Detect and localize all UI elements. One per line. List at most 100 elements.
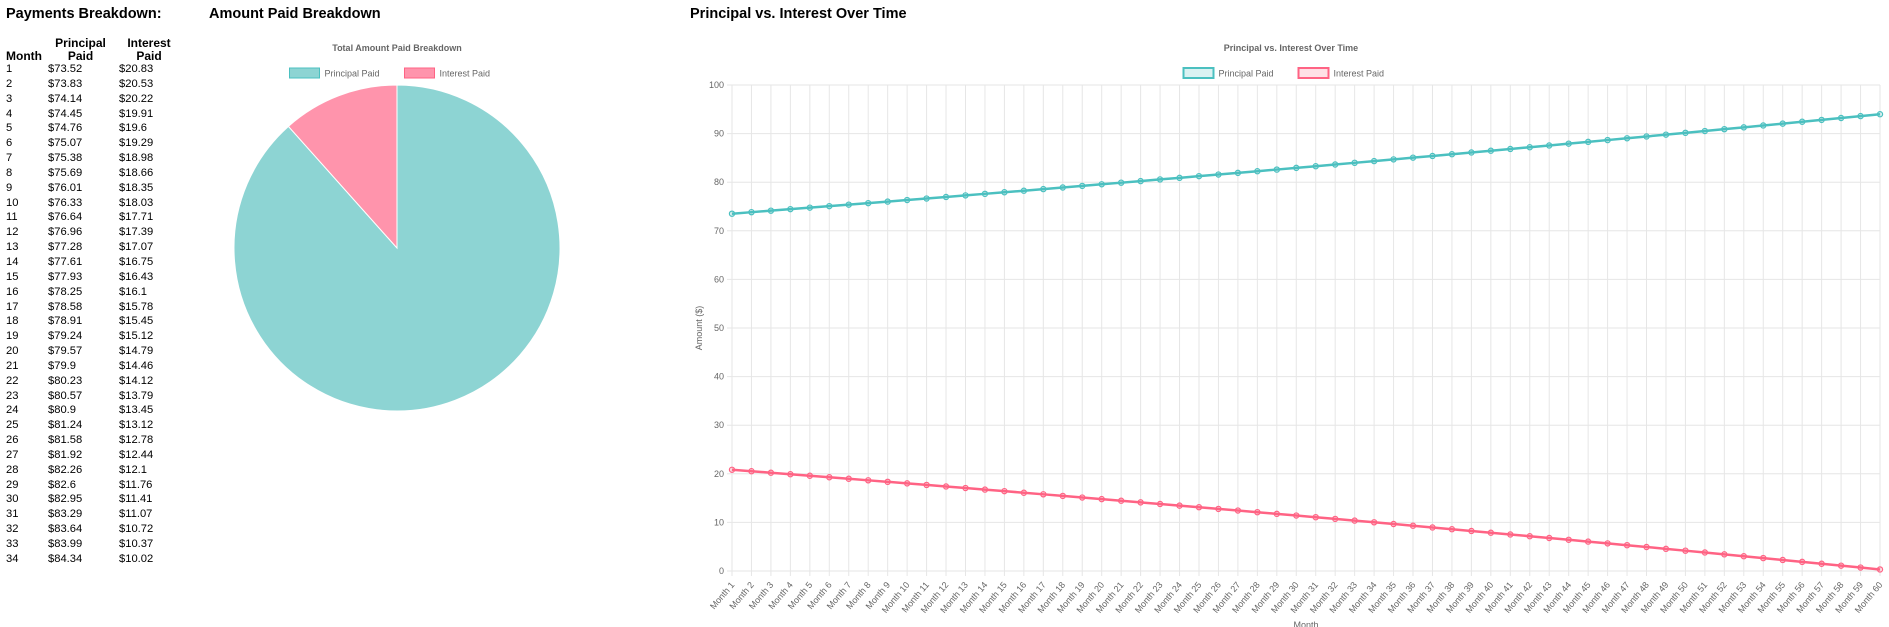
data-point xyxy=(1059,492,1066,500)
principal-cell: $83.64 xyxy=(48,523,83,536)
y-tick-label: 0 xyxy=(719,566,724,576)
data-point xyxy=(728,210,736,217)
table-row: 22 $80.23 $14.12 xyxy=(6,374,182,389)
data-point xyxy=(923,195,930,202)
data-point xyxy=(1195,172,1203,180)
interest-cell: $10.72 xyxy=(119,523,154,536)
data-point xyxy=(1487,529,1495,536)
data-point xyxy=(845,201,852,208)
month-cell: 1 xyxy=(6,63,13,75)
month-cell: 21 xyxy=(6,359,19,372)
interest-cell: $11.07 xyxy=(119,508,153,521)
table-row: 11 $76.64 $17.71 xyxy=(6,210,182,225)
data-point xyxy=(903,480,911,487)
principal-cell: $77.28 xyxy=(48,241,83,254)
principal-cell: $82.6 xyxy=(48,478,76,491)
table-row: 28 $82.26 $12.1 xyxy=(6,463,182,478)
principal-cell: $76.33 xyxy=(48,196,83,209)
data-point xyxy=(1584,138,1592,146)
table-row: 7 $75.38 $18.98 xyxy=(6,151,182,166)
legend-swatch xyxy=(404,67,435,79)
month-cell: 30 xyxy=(6,493,19,506)
data-point xyxy=(1643,543,1650,551)
data-point xyxy=(1254,508,1261,516)
payments-table: Month Principal Paid Interest Paid 1 $73.… xyxy=(6,37,182,567)
principal-cell: $82.26 xyxy=(48,463,83,476)
data-point xyxy=(1779,120,1786,127)
data-point xyxy=(1662,545,1670,553)
data-point xyxy=(1020,489,1028,496)
data-point xyxy=(1721,125,1728,133)
data-point xyxy=(748,208,755,216)
data-point xyxy=(1818,560,1825,567)
data-point xyxy=(1370,519,1378,526)
table-row: 13 $77.28 $17.07 xyxy=(6,240,182,255)
table-row: 10 $76.33 $18.03 xyxy=(6,196,182,211)
data-point xyxy=(1526,144,1533,151)
data-point xyxy=(1876,111,1884,118)
month-cell: 2 xyxy=(6,77,13,90)
principal-cell: $81.24 xyxy=(48,419,83,432)
table-row: 2 $73.83 $20.53 xyxy=(6,77,182,92)
interest-cell: $11.41 xyxy=(119,493,153,506)
pie-title: Total Amount Paid Breakdown xyxy=(332,43,462,53)
data-point xyxy=(787,205,794,213)
legend-label: Principal Paid xyxy=(325,69,380,79)
interest-cell: $12.1 xyxy=(119,463,147,476)
month-cell: 18 xyxy=(6,315,19,328)
month-cell: 27 xyxy=(6,448,19,461)
month-cell: 3 xyxy=(6,92,13,105)
month-column-header: Month xyxy=(6,48,42,63)
data-point xyxy=(1254,168,1261,175)
data-point xyxy=(903,196,911,204)
interest-cell: $20.53 xyxy=(119,77,154,90)
data-point xyxy=(1079,182,1086,190)
principal-cell: $73.83 xyxy=(48,77,83,90)
principal-cell: $80.9 xyxy=(48,404,76,417)
data-point xyxy=(1293,512,1300,519)
table-row: 30 $82.95 $11.41 xyxy=(6,492,182,507)
data-point xyxy=(865,477,872,484)
data-point xyxy=(962,192,969,199)
interest-cell: $17.39 xyxy=(119,226,154,239)
month-cell: 20 xyxy=(6,345,19,358)
principal-cell: $77.93 xyxy=(48,270,83,283)
data-point xyxy=(826,474,833,481)
month-cell: 29 xyxy=(6,478,19,491)
month-cell: 16 xyxy=(6,285,19,298)
interest-column-header: Interest Paid xyxy=(127,36,171,63)
table-row: 18 $78.91 $15.45 xyxy=(6,314,182,329)
data-point xyxy=(923,481,930,489)
principal-cell: $78.58 xyxy=(48,300,83,313)
month-cell: 33 xyxy=(6,538,19,550)
legend-swatch xyxy=(1297,67,1330,79)
month-cell: 14 xyxy=(6,255,19,268)
legend-label: Interest Paid xyxy=(1334,69,1385,79)
principal-cell: $83.99 xyxy=(48,538,83,550)
table-row: 25 $81.24 $13.12 xyxy=(6,418,182,433)
data-point xyxy=(1565,536,1572,543)
data-point xyxy=(1740,553,1747,560)
data-point xyxy=(767,207,775,214)
data-point xyxy=(845,475,852,482)
y-tick-label: 30 xyxy=(714,420,724,430)
interest-cell: $15.78 xyxy=(119,300,154,313)
principal-cell: $74.45 xyxy=(48,107,83,120)
interest-cell: $18.98 xyxy=(119,152,154,165)
month-cell: 15 xyxy=(6,270,19,283)
table-row: 12 $76.96 $17.39 xyxy=(6,225,182,240)
data-point xyxy=(1526,533,1533,540)
interest-cell: $13.45 xyxy=(119,404,154,417)
month-cell: 23 xyxy=(6,389,19,402)
y-tick-label: 70 xyxy=(714,226,724,236)
data-point xyxy=(1740,124,1747,131)
table-row: 3 $74.14 $20.22 xyxy=(6,92,182,107)
interest-cell: $10.37 xyxy=(119,538,154,550)
interest-cell: $19.91 xyxy=(119,107,154,120)
data-point xyxy=(1409,154,1417,161)
month-cell: 5 xyxy=(6,122,13,135)
table-row: 20 $79.57 $14.79 xyxy=(6,344,182,359)
interest-cell: $20.83 xyxy=(119,63,154,75)
data-point xyxy=(1059,184,1066,191)
